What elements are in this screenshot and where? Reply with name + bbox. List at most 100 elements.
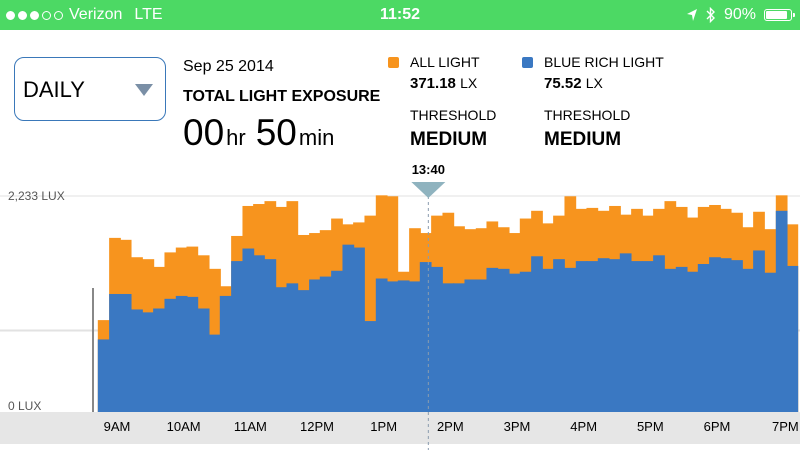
blue-light-bar [775, 210, 788, 412]
blue-light-bar [131, 309, 143, 412]
summary-date: Sep 25 2014 [183, 58, 274, 75]
blue-light-bar [664, 268, 677, 412]
blue-light-bar [519, 271, 532, 412]
blue-light-bar [319, 276, 332, 412]
all-light-threshold-value: MEDIUM [410, 129, 488, 150]
blue-light-bar [397, 280, 410, 412]
blue-light-bar [164, 298, 177, 412]
blue-light-bar [542, 268, 555, 412]
time-cursor-handle-icon[interactable] [411, 182, 446, 198]
blue-light-bar [764, 272, 777, 412]
blue-light-threshold-value: MEDIUM [544, 129, 622, 150]
all-light-swatch [388, 57, 399, 68]
signal-dot [54, 10, 63, 20]
blue-light-bar [275, 287, 288, 412]
blue-light-bar [286, 283, 299, 412]
summary-title: TOTAL LIGHT EXPOSURE [183, 88, 381, 105]
blue-light-bar [586, 261, 599, 412]
blue-light-bar [642, 261, 655, 412]
blue-light-bar [731, 260, 743, 412]
blue-light-bar [564, 267, 577, 412]
blue-light-unit: LX [585, 75, 603, 91]
dropdown-arrow-icon [135, 84, 153, 96]
signal-dot [42, 10, 51, 20]
blue-light-bar [597, 258, 610, 412]
blue-light-bar [186, 296, 199, 412]
blue-light-bar [497, 268, 510, 412]
x-axis-tick-label: 9AM [104, 419, 131, 434]
blue-light-bar [553, 259, 565, 412]
duration-minutes-unit: min [298, 125, 335, 150]
legend-all-light: ALL LIGHT 371.18 LX THRESHOLD MEDIUM [388, 54, 518, 154]
blue-light-bar [342, 244, 355, 412]
blue-light-bar [475, 279, 488, 412]
blue-light-bar [197, 308, 210, 412]
blue-light-bar [142, 312, 155, 412]
blue-light-bar [686, 271, 699, 412]
blue-light-bar [209, 334, 221, 412]
period-dropdown[interactable]: DAILY [14, 57, 166, 121]
blue-light-bar [653, 255, 665, 412]
blue-light-bar [264, 259, 277, 412]
bluetooth-icon [706, 7, 715, 23]
all-light-bar [364, 215, 377, 412]
duration-hours: 00 [183, 112, 225, 153]
duration-hours-unit: hr [226, 125, 246, 150]
light-exposure-chart[interactable]: 2,233 LUX 0 LUX 9AM 10AM 11AM 12PM 1PM 2PM 3PM 4… [0, 150, 800, 450]
status-bar: Verizon LTE 11:52 90% [0, 0, 800, 30]
x-axis-tick-label: 6PM [704, 419, 731, 434]
x-axis-tick-label: 7PM [772, 419, 799, 434]
blue-light-bar [719, 258, 732, 412]
signal-dot [6, 10, 15, 20]
y-axis-min-label: 0 LUX [8, 399, 41, 413]
blue-light-bar [675, 266, 688, 412]
blue-light-bar [531, 256, 543, 412]
blue-light-bar [709, 257, 721, 412]
x-axis-tick-label: 3PM [504, 419, 531, 434]
blue-light-bar [331, 270, 343, 412]
blue-light-bar [153, 308, 165, 412]
blue-light-value: 75.52 LX [544, 75, 603, 92]
signal-dot [18, 10, 27, 20]
blue-light-bar [742, 268, 755, 412]
all-light-label: ALL LIGHT [410, 54, 480, 70]
blue-light-bar [375, 278, 388, 412]
x-axis-tick-label: 12PM [300, 419, 334, 434]
location-arrow-icon [686, 9, 697, 21]
x-axis-band [0, 412, 800, 444]
battery-percent: 90% [723, 6, 756, 23]
blue-light-bar [509, 273, 521, 412]
blue-light-number: 75.52 [544, 75, 582, 92]
data-start-marker [92, 288, 94, 412]
network-type: LTE [134, 6, 163, 23]
blue-light-bar [242, 248, 255, 412]
x-axis-tick-label: 1PM [370, 419, 397, 434]
blue-light-bar [575, 261, 588, 412]
blue-light-bar [386, 281, 399, 412]
x-axis-tick-label: 10AM [167, 419, 201, 434]
blue-light-label: BLUE RICH LIGHT [544, 54, 664, 70]
blue-light-bar [442, 283, 455, 412]
blue-light-bar [453, 283, 465, 412]
blue-light-bar [609, 259, 621, 412]
period-dropdown-value: DAILY [23, 77, 85, 102]
signal-dot [30, 10, 39, 20]
exposure-duration: 00hr 50min [183, 112, 344, 154]
blue-light-bar [219, 295, 232, 412]
blue-light-threshold-label: THRESHOLD [544, 107, 631, 123]
blue-light-bar [364, 321, 377, 412]
y-axis-max-label: 2,233 LUX [8, 189, 65, 203]
x-axis-tick-label: 2PM [437, 419, 464, 434]
blue-light-swatch [522, 57, 533, 68]
blue-light-bar [619, 253, 632, 412]
blue-light-bar [297, 290, 310, 412]
blue-light-bar [753, 250, 765, 412]
blue-light-bar [786, 265, 799, 412]
duration-minutes: 50 [255, 112, 297, 153]
x-axis-tick-label: 4PM [570, 419, 597, 434]
signal-strength-icon [6, 10, 63, 20]
x-axis-tick-label: 5PM [637, 419, 664, 434]
blue-light-bar [175, 295, 188, 412]
blue-light-bar [97, 339, 110, 412]
blue-light-bar [231, 261, 243, 412]
